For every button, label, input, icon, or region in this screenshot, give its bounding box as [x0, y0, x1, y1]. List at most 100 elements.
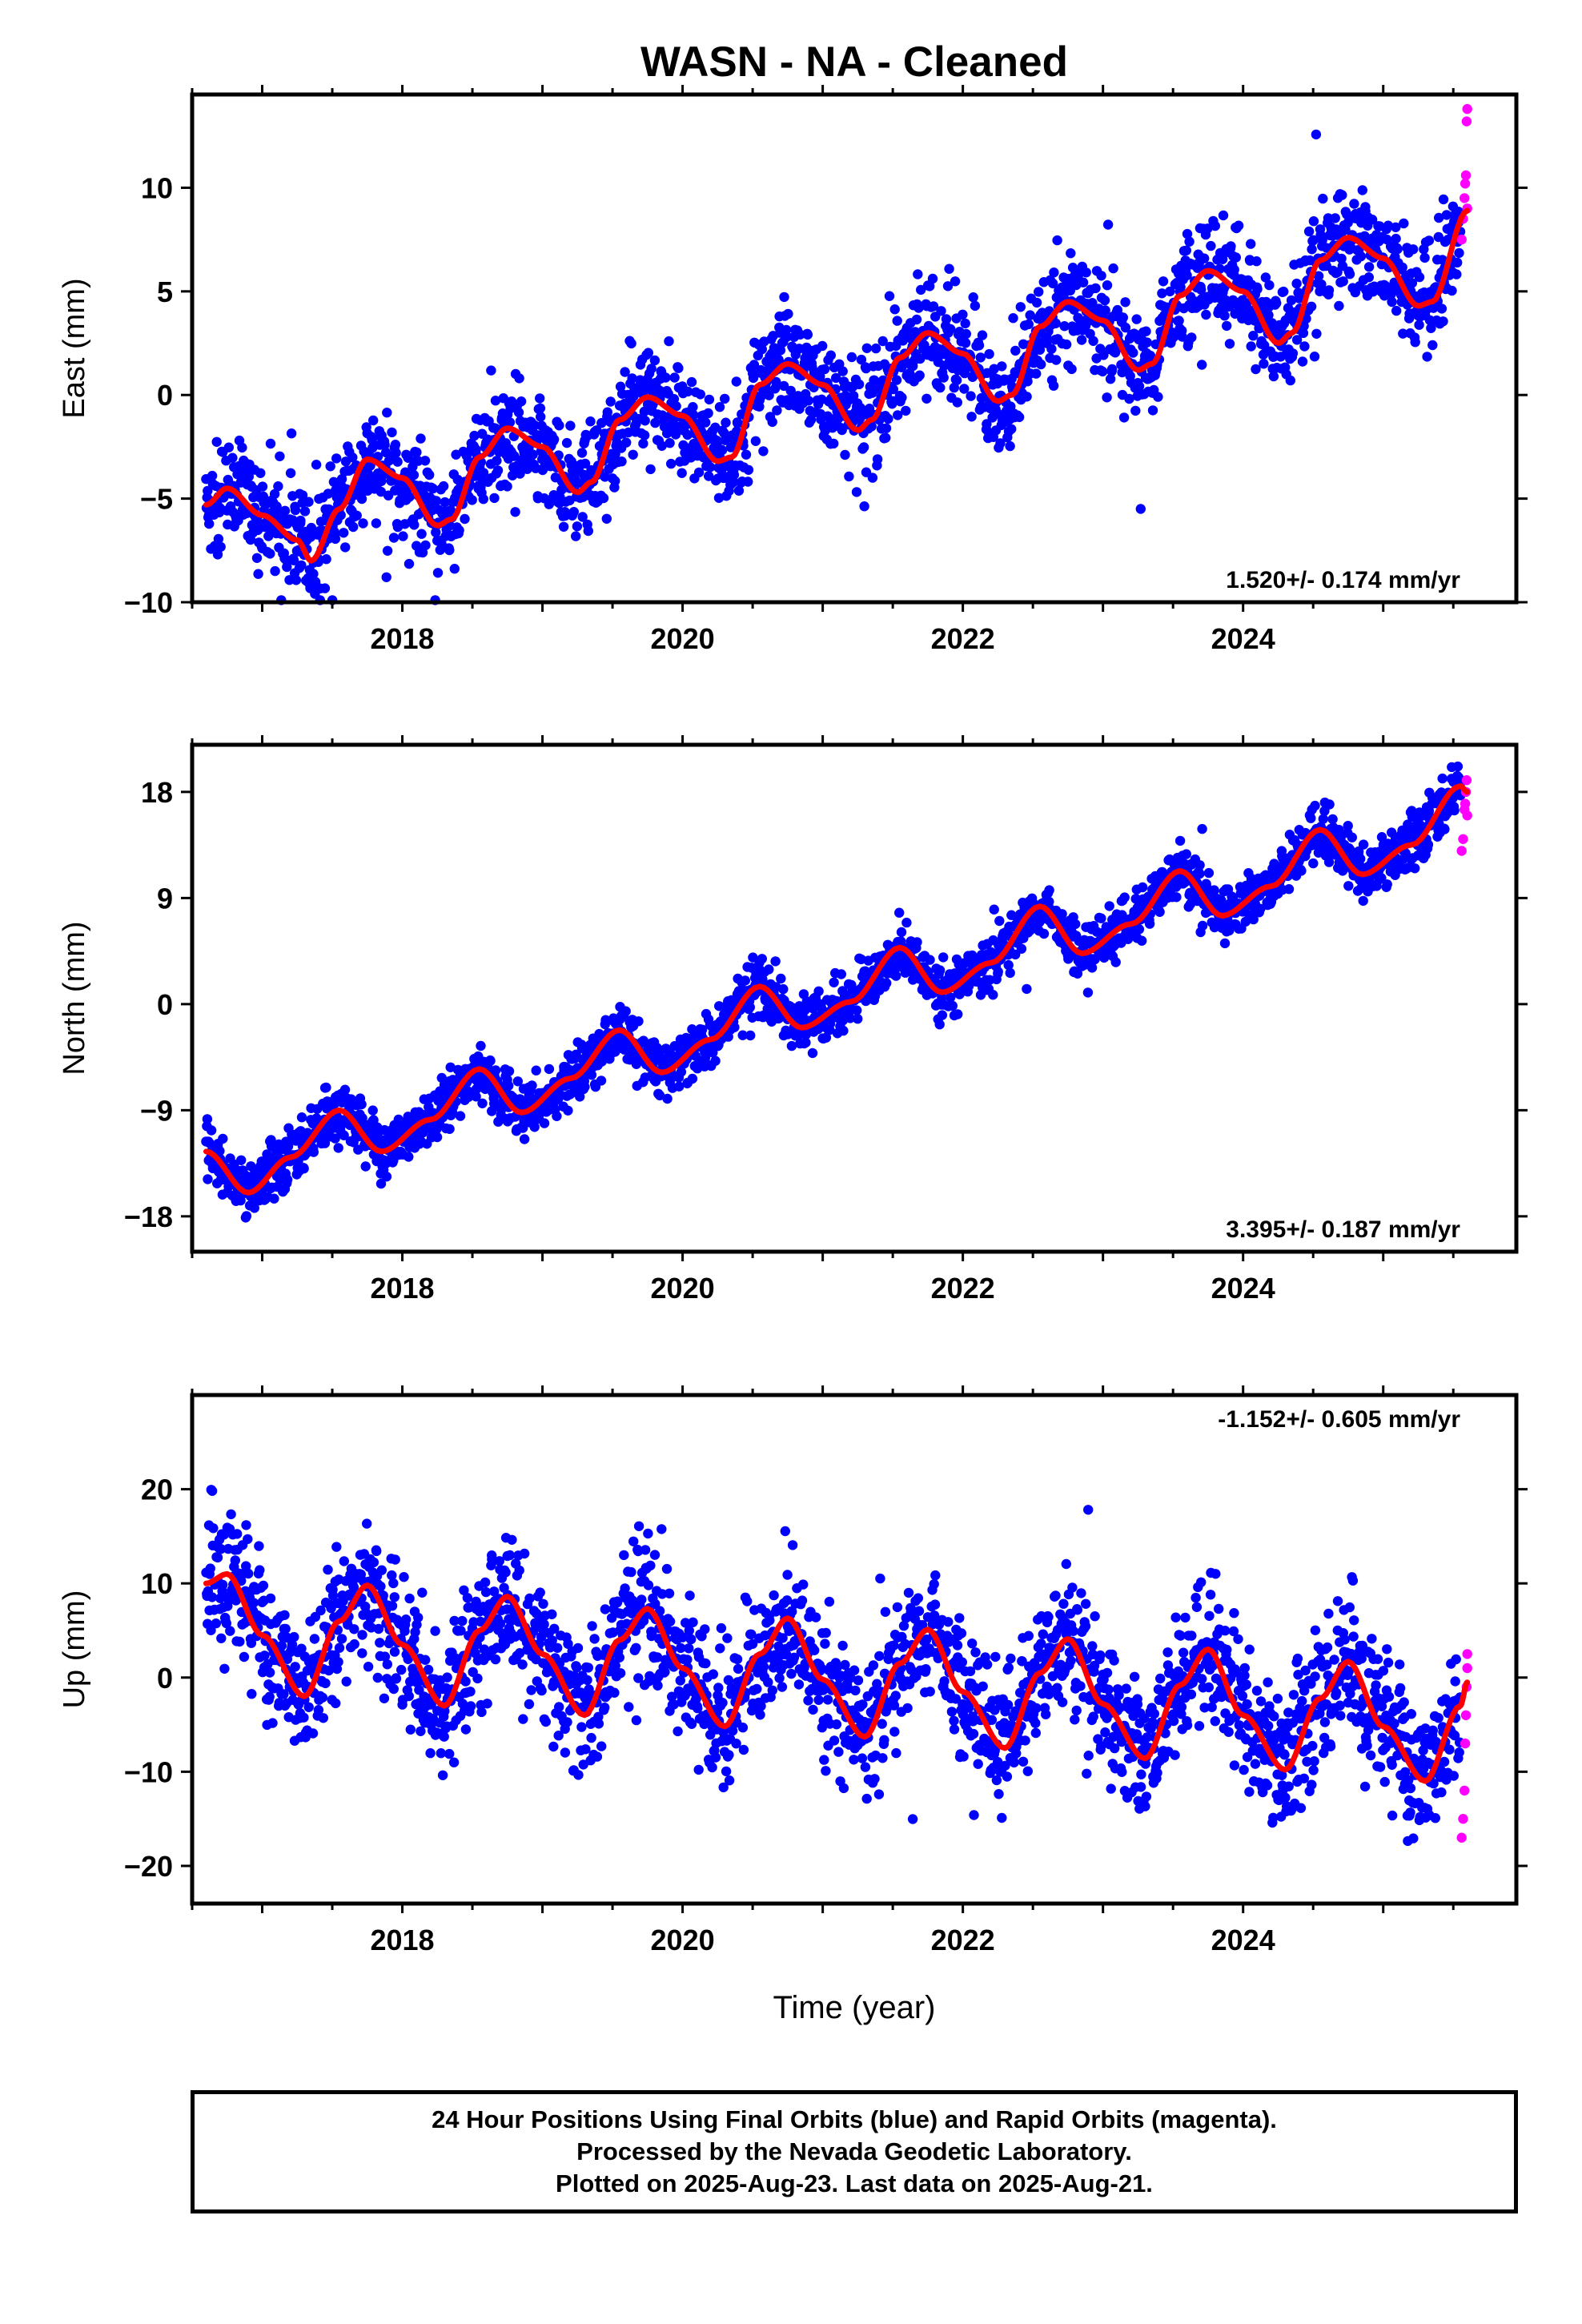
east-final-point — [213, 533, 224, 545]
east-final-point — [215, 541, 226, 553]
north-final-point — [269, 1193, 279, 1204]
up-final-point — [349, 1624, 359, 1634]
east-final-point — [502, 481, 512, 492]
east-final-point — [853, 379, 865, 390]
east-final-point — [1006, 424, 1017, 434]
east-final-point — [1349, 199, 1359, 209]
east-final-point — [720, 393, 730, 404]
east-final-point — [1399, 218, 1409, 229]
east-final-point — [757, 344, 767, 355]
east-final-point — [460, 513, 470, 525]
up-final-point — [303, 1702, 314, 1712]
east-final-point — [743, 476, 753, 487]
north-final-point — [745, 1030, 756, 1041]
up-final-point — [264, 1667, 275, 1678]
east-final-point — [598, 493, 609, 504]
north-final-point — [519, 1134, 530, 1144]
up-final-point — [254, 1541, 264, 1551]
east-final-point — [743, 464, 754, 475]
north-final-point — [1038, 928, 1050, 939]
east-final-point — [1051, 355, 1062, 365]
north-final-point — [662, 1093, 673, 1104]
east-final-point — [695, 389, 705, 400]
north-final-point — [282, 1174, 293, 1185]
east-rapid-point — [1460, 170, 1472, 181]
north-final-point — [894, 907, 905, 918]
east-final-point — [1048, 380, 1059, 391]
up-final-point — [259, 1651, 270, 1661]
north-rapid-point — [1458, 834, 1468, 845]
east-final-point — [1452, 257, 1463, 268]
east-final-point — [1271, 298, 1282, 308]
east-final-point — [412, 447, 422, 457]
up-final-point — [341, 1676, 351, 1687]
east-final-point — [596, 418, 607, 428]
east-final-point — [1226, 241, 1236, 251]
east-final-point — [560, 510, 571, 521]
east-final-point — [758, 446, 769, 456]
east-final-point — [1229, 264, 1239, 275]
east-final-point — [535, 393, 545, 404]
east-rapid-point — [1456, 234, 1467, 245]
east-final-point — [347, 452, 358, 463]
east-final-point — [867, 472, 878, 483]
north-final-point — [321, 1082, 331, 1093]
east-final-point — [275, 451, 285, 461]
north-final-point — [1174, 835, 1186, 846]
east-final-point — [1219, 311, 1230, 321]
east-final-point — [321, 554, 331, 565]
north-final-point — [1439, 824, 1450, 834]
east-final-point — [1147, 405, 1158, 416]
east-final-point — [887, 396, 898, 406]
north-final-point — [404, 1152, 414, 1162]
east-final-point — [1357, 185, 1368, 195]
north-final-point — [1134, 924, 1145, 935]
east-final-point — [1436, 304, 1447, 314]
east-final-point — [935, 382, 946, 393]
north-final-point — [1096, 913, 1106, 923]
east-final-point — [223, 442, 234, 452]
east-final-point — [892, 316, 902, 326]
east-final-point — [1130, 405, 1141, 416]
east-final-point — [306, 522, 317, 533]
east-final-point — [1066, 364, 1077, 375]
north-y-tick-label: 18 — [141, 776, 173, 809]
east-final-point — [1297, 356, 1308, 367]
north-final-point — [620, 1006, 631, 1016]
east-final-point — [1355, 251, 1367, 262]
east-final-point — [848, 391, 859, 401]
east-final-point — [398, 531, 408, 541]
east-final-point — [297, 490, 308, 501]
east-final-point — [846, 352, 857, 363]
east-final-point — [975, 352, 986, 363]
east-final-point — [490, 396, 501, 406]
east-final-point — [568, 507, 579, 517]
east-final-point — [339, 528, 349, 538]
east-final-point — [897, 392, 907, 403]
north-final-point — [786, 1040, 797, 1051]
north-final-orbit-points — [201, 761, 1466, 1223]
east-rapid-point — [1460, 193, 1470, 203]
east-final-point — [303, 497, 314, 507]
east-final-point — [516, 396, 527, 407]
north-final-point — [527, 1080, 537, 1091]
east-final-point — [428, 483, 438, 494]
up-final-point — [357, 1630, 367, 1640]
north-final-point — [1138, 882, 1148, 893]
east-final-point — [392, 456, 403, 467]
north-final-point — [218, 1133, 228, 1144]
east-final-point — [749, 360, 760, 370]
east-final-point — [1036, 359, 1046, 370]
east-final-point — [536, 412, 546, 422]
up-final-point — [372, 1672, 383, 1683]
north-final-point — [1197, 920, 1208, 931]
east-final-point — [489, 493, 500, 504]
east-final-point — [1118, 312, 1129, 323]
east-final-point — [1318, 193, 1328, 204]
north-final-point — [1022, 983, 1032, 995]
east-final-point — [1181, 245, 1192, 255]
north-final-point — [356, 1099, 367, 1110]
east-final-point — [883, 413, 893, 424]
east-final-point — [566, 456, 576, 467]
